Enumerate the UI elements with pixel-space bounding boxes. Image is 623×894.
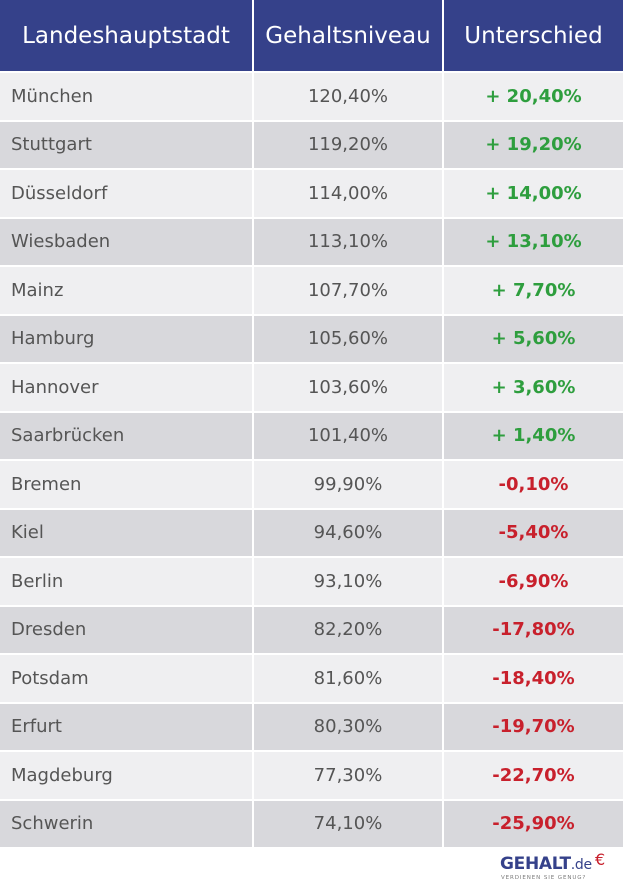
cell-difference: -18,40% — [444, 655, 623, 702]
cell-level: 77,30% — [254, 752, 442, 799]
salary-table: Landeshauptstadt Gehaltsniveau Unterschi… — [0, 0, 623, 847]
cell-level: 101,40% — [254, 412, 442, 459]
cell-city: Wiesbaden — [0, 218, 252, 265]
cell-level: 113,10% — [254, 218, 442, 265]
cell-difference: + 1,40% — [444, 412, 623, 459]
cell-city: Stuttgart — [0, 121, 252, 168]
cell-level: 103,60% — [254, 364, 442, 411]
euro-icon: € — [595, 850, 606, 869]
logo-wordmark: GEHALT.de — [500, 854, 592, 874]
cell-city: Potsdam — [0, 655, 252, 702]
table-row: Berlin 93,10% -6,90% — [0, 558, 623, 605]
table-row: Bremen 99,90% -0,10% — [0, 461, 623, 508]
header-city: Landeshauptstadt — [0, 0, 252, 71]
cell-difference: -6,90% — [444, 558, 623, 605]
logo-name: GEHALT — [500, 854, 571, 874]
cell-difference: + 3,60% — [444, 364, 623, 411]
table-body: München 120,40% + 20,40% Stuttgart 119,20% + … — [0, 73, 623, 847]
cell-difference: -5,40% — [444, 509, 623, 556]
cell-city: Erfurt — [0, 703, 252, 750]
cell-difference: + 19,20% — [444, 121, 623, 168]
cell-city: Schwerin — [0, 800, 252, 847]
cell-city: Hannover — [0, 364, 252, 411]
table-row: Kiel 94,60% -5,40% — [0, 509, 623, 556]
cell-difference: -0,10% — [444, 461, 623, 508]
header-level: Gehaltsniveau — [254, 0, 442, 71]
cell-level: 80,30% — [254, 703, 442, 750]
cell-level: 107,70% — [254, 267, 442, 314]
cell-level: 119,20% — [254, 121, 442, 168]
table-row: Schwerin 74,10% -25,90% — [0, 800, 623, 847]
cell-difference: -22,70% — [444, 752, 623, 799]
cell-difference: + 14,00% — [444, 170, 623, 217]
table-row: Mainz 107,70% + 7,70% — [0, 267, 623, 314]
cell-city: Magdeburg — [0, 752, 252, 799]
cell-city: Berlin — [0, 558, 252, 605]
cell-difference: + 7,70% — [444, 267, 623, 314]
cell-city: Bremen — [0, 461, 252, 508]
table-row: Magdeburg 77,30% -22,70% — [0, 752, 623, 799]
cell-city: Mainz — [0, 267, 252, 314]
table-row: München 120,40% + 20,40% — [0, 73, 623, 120]
table-row: Dresden 82,20% -17,80% — [0, 606, 623, 653]
cell-level: 99,90% — [254, 461, 442, 508]
cell-city: Saarbrücken — [0, 412, 252, 459]
cell-level: 120,40% — [254, 73, 442, 120]
header-difference: Unterschied — [444, 0, 623, 71]
cell-difference: + 13,10% — [444, 218, 623, 265]
table-row: Düsseldorf 114,00% + 14,00% — [0, 170, 623, 217]
table-row: Erfurt 80,30% -19,70% — [0, 703, 623, 750]
logo-tagline: VERDIENEN SIE GENUG? — [501, 875, 587, 881]
cell-difference: + 5,60% — [444, 315, 623, 362]
cell-difference: -25,90% — [444, 800, 623, 847]
table-row: Hamburg 105,60% + 5,60% — [0, 315, 623, 362]
gehalt-logo: GEHALT.de € VERDIENEN SIE GENUG? — [500, 850, 615, 888]
cell-level: 94,60% — [254, 509, 442, 556]
table-row: Wiesbaden 113,10% + 13,10% — [0, 218, 623, 265]
cell-city: Kiel — [0, 509, 252, 556]
cell-city: Dresden — [0, 606, 252, 653]
cell-city: München — [0, 73, 252, 120]
table-row: Stuttgart 119,20% + 19,20% — [0, 121, 623, 168]
cell-city: Düsseldorf — [0, 170, 252, 217]
logo-tld: .de — [570, 857, 592, 873]
cell-level: 74,10% — [254, 800, 442, 847]
cell-level: 82,20% — [254, 606, 442, 653]
cell-difference: -19,70% — [444, 703, 623, 750]
cell-difference: + 20,40% — [444, 73, 623, 120]
table-header: Landeshauptstadt Gehaltsniveau Unterschi… — [0, 0, 623, 71]
cell-city: Hamburg — [0, 315, 252, 362]
table-row: Potsdam 81,60% -18,40% — [0, 655, 623, 702]
cell-level: 93,10% — [254, 558, 442, 605]
cell-level: 81,60% — [254, 655, 442, 702]
table-row: Hannover 103,60% + 3,60% — [0, 364, 623, 411]
cell-level: 114,00% — [254, 170, 442, 217]
table-row: Saarbrücken 101,40% + 1,40% — [0, 412, 623, 459]
cell-difference: -17,80% — [444, 606, 623, 653]
cell-level: 105,60% — [254, 315, 442, 362]
